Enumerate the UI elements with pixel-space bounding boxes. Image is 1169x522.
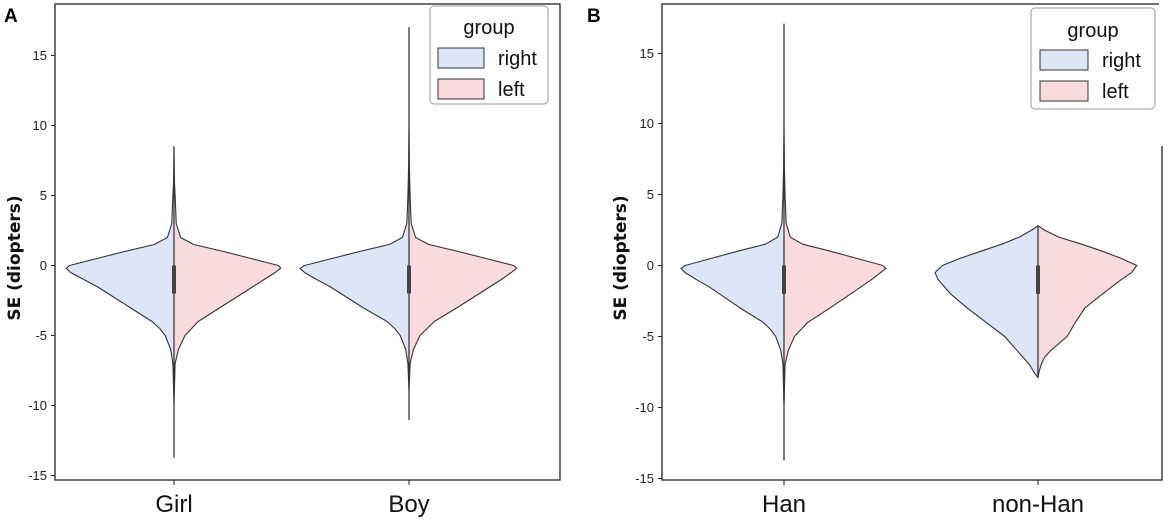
y-tick-label: 0 xyxy=(40,258,47,273)
legend-label-left: left xyxy=(498,79,525,101)
y-tick-label: 15 xyxy=(33,48,47,63)
violin-iqr-box-boy xyxy=(407,265,411,294)
y-tick-label: -10 xyxy=(635,400,654,415)
legend-label-right: right xyxy=(498,48,537,70)
legend-swatch-left xyxy=(1039,80,1089,102)
legend-label-right: right xyxy=(1102,50,1141,72)
x-category-label-girl: Girl xyxy=(155,491,192,518)
violin-half-right-girl xyxy=(65,145,175,458)
legend-b: group right left xyxy=(1030,7,1156,110)
y-tick-label: 0 xyxy=(647,258,654,273)
violin-iqr-box-girl xyxy=(172,265,176,294)
violin-half-left-girl xyxy=(173,145,282,458)
violin-half-left-han xyxy=(783,23,887,461)
violins-a xyxy=(65,26,518,458)
y-tick-label: 10 xyxy=(33,118,47,133)
panel-a: A SE (diopters) 15 10 5 0 -5 -10 -15 Gir… xyxy=(4,3,561,518)
legend-swatch-left xyxy=(437,78,485,100)
y-tick-label: -15 xyxy=(28,468,47,483)
x-category-label-boy: Boy xyxy=(388,491,429,518)
y-axis-title-a: SE (diopters) xyxy=(5,195,25,320)
panel-b: B SE (diopters) 15 10 5 0 -5 -10 -15 xyxy=(587,2,1165,518)
violin-half-right-non-han xyxy=(934,225,1039,379)
y-ticks-b: 15 10 5 0 -5 -10 -15 xyxy=(635,46,662,486)
violin-iqr-box-non-han xyxy=(1036,265,1040,294)
y-tick-label: 5 xyxy=(40,188,47,203)
violin-half-left-non-han xyxy=(1037,225,1138,379)
y-tick-label: -5 xyxy=(35,328,47,343)
violin-half-right-boy xyxy=(299,26,410,421)
violins-b xyxy=(680,23,1138,461)
y-tick-label: -10 xyxy=(28,398,47,413)
frame-mask xyxy=(1159,2,1165,146)
legend-a: group right left xyxy=(429,5,549,105)
violin-half-left-boy xyxy=(408,26,518,421)
plot-frame-a xyxy=(54,3,561,481)
legend-label-left: left xyxy=(1102,81,1129,103)
y-ticks-a: 15 10 5 0 -5 -10 -15 xyxy=(28,48,55,483)
x-category-label-han: Han xyxy=(762,491,806,518)
panel-letter-a: A xyxy=(4,6,18,27)
y-tick-label: 10 xyxy=(640,116,654,131)
y-tick-label: 5 xyxy=(647,187,654,202)
plot-frame-b xyxy=(661,3,1163,481)
panel-letter-b: B xyxy=(587,6,601,27)
x-ticks-b: Han non-Han xyxy=(762,480,1084,518)
x-ticks-a: Girl Boy xyxy=(155,480,430,518)
legend-swatch-right xyxy=(437,47,485,69)
x-category-label-non-han: non-Han xyxy=(992,491,1084,518)
violin-iqr-box-han xyxy=(782,265,786,294)
legend-title: group xyxy=(1067,20,1118,42)
violin-half-right-han xyxy=(680,23,785,461)
y-tick-label: 15 xyxy=(640,46,654,61)
y-axis-title-b: SE (diopters) xyxy=(611,195,631,320)
legend-swatch-right xyxy=(1039,49,1089,71)
y-tick-label: -5 xyxy=(642,329,654,344)
y-tick-label: -15 xyxy=(635,471,654,486)
legend-title: group xyxy=(463,17,514,39)
